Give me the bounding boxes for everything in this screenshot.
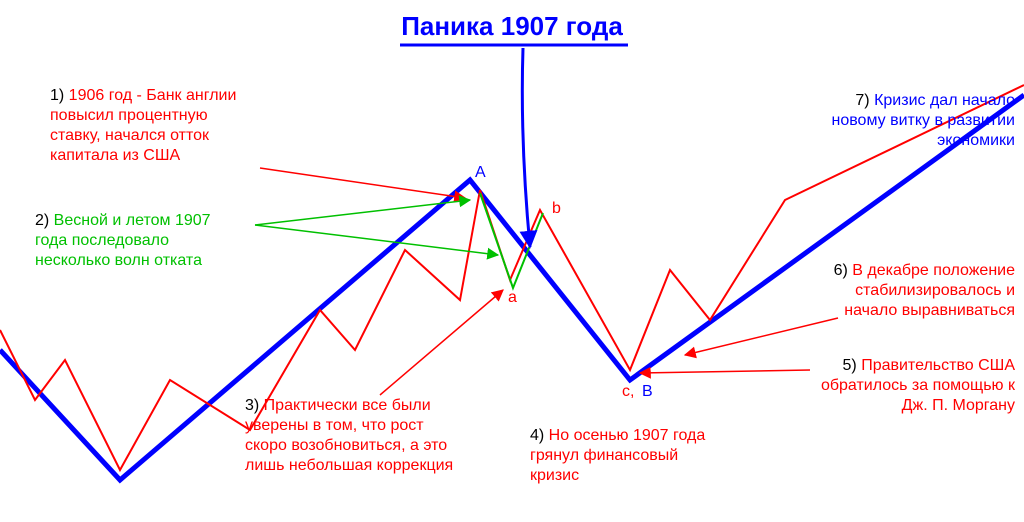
annotation-arrow-n2 — [255, 200, 470, 225]
annotation-arrow-n3 — [380, 290, 503, 395]
annotation-n6: 6) В декабре положениестабилизировалось … — [834, 262, 1016, 319]
point-label: B — [642, 383, 653, 400]
annotation-n3: 3) Практически все былиуверены в том, чт… — [245, 397, 453, 474]
annotation-arrow-n2 — [255, 225, 498, 255]
annotation-n5: 5) Правительство СШАобратилось за помощь… — [821, 357, 1016, 414]
annotation-n4: 4) Но осенью 1907 годагрянул финансовыйк… — [530, 427, 705, 484]
annotation-arrow-n1 — [260, 168, 465, 198]
annotation-arrow-n5 — [640, 370, 810, 373]
point-label: c, — [622, 383, 634, 400]
annotation-n2: 2) Весной и летом 1907года последовалоне… — [35, 212, 211, 269]
annotation-arrow-n4 — [522, 48, 530, 247]
annotation-n7: 7) Кризис дал началоновому витку в разви… — [831, 92, 1015, 149]
point-label: a — [508, 289, 517, 306]
point-label: A — [475, 164, 486, 181]
point-label: b — [552, 200, 561, 217]
annotation-n1: 1) 1906 год - Банк англииповысил процент… — [50, 87, 236, 164]
chart-title: Паника 1907 года — [401, 11, 623, 41]
